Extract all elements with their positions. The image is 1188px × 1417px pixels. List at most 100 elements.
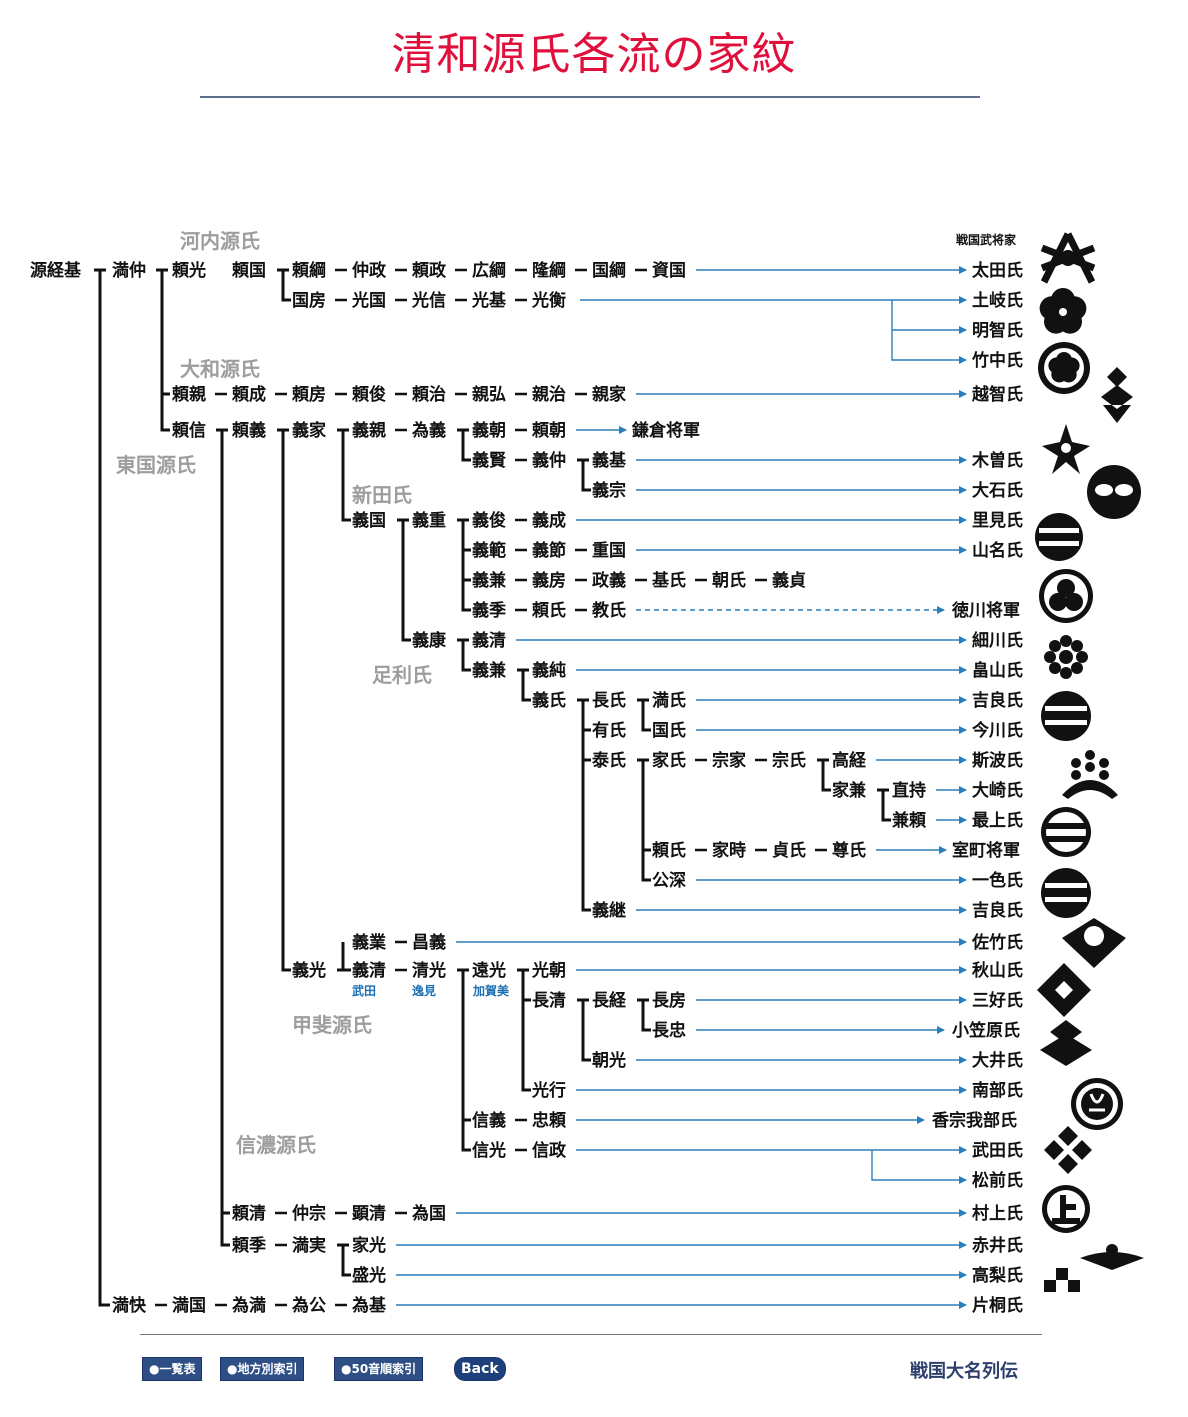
group-label-shinano: 信濃源氏 [236, 1133, 316, 1157]
syllabary-index-button[interactable]: ●50音順索引 [334, 1357, 424, 1381]
person-name: 信義 [472, 1110, 506, 1131]
person-name: 義宗 [592, 480, 626, 501]
person-name: 義成 [532, 510, 566, 531]
target-clan: 大崎氏 [972, 780, 1023, 801]
person-name: 頼清 [232, 1203, 266, 1224]
target-clan: 土岐氏 [972, 290, 1023, 311]
target-clan: 香宗我部氏 [932, 1110, 1017, 1131]
takeda-bishi-crest [1042, 1185, 1090, 1233]
person-name: 尊氏 [832, 840, 866, 861]
person-name: 国綱 [592, 260, 626, 281]
person-name: 頼俊 [352, 384, 386, 405]
region-index-button[interactable]: ●地方別索引 [220, 1357, 305, 1381]
crane-crest [1044, 1126, 1092, 1174]
person-name: 顕清 [352, 1203, 386, 1224]
person-name: 為国 [412, 1203, 446, 1224]
kikyo-crest [1039, 288, 1087, 334]
person-name: 貞氏 [772, 840, 806, 861]
person-name: 忠頼 [532, 1110, 567, 1131]
target-clan: 鎌倉将軍 [631, 420, 700, 441]
person-name: 光朝 [531, 960, 566, 981]
person-name: 頼氏 [652, 840, 686, 861]
person-name: 義氏 [532, 690, 566, 711]
person-name: 頼綱 [292, 260, 326, 281]
person-name: 義業 [352, 932, 386, 953]
target-clan: 松前氏 [972, 1170, 1023, 1191]
person-name: 光信 [411, 290, 446, 311]
person-name: 義清 [352, 960, 386, 981]
person-name: 遠光 [472, 960, 506, 981]
person-name: 満快 [112, 1295, 147, 1316]
person-name: 義基 [592, 450, 627, 471]
person-name: 教氏 [591, 600, 626, 621]
person-name: 義季 [472, 600, 506, 621]
person-name: 朝光 [592, 1050, 626, 1071]
person-name: 広綱 [472, 260, 506, 281]
person-name: 家時 [712, 840, 746, 861]
series-title[interactable]: 戦国大名列伝 [910, 1361, 1018, 1382]
back-button[interactable]: Back [454, 1357, 506, 1381]
person-name: 親治 [532, 384, 566, 405]
hikiryo-crest [1062, 750, 1118, 799]
mitsuba-aoi-crest [1044, 635, 1088, 679]
list-button[interactable]: ●一覧表 [142, 1357, 203, 1381]
page-title: 清和源氏各流の家紋 [391, 29, 797, 80]
bamboo-sparrow-crest [1040, 232, 1096, 284]
target-clan: 村上氏 [972, 1203, 1023, 1224]
person-name: 直持 [892, 780, 926, 801]
target-clan: 明智氏 [972, 320, 1023, 341]
group-label-ashikaga: 足利氏 [372, 663, 432, 687]
person-name: 基氏 [651, 570, 686, 591]
target-clan: 山名氏 [972, 540, 1023, 561]
person-name: 義節 [532, 540, 566, 561]
person-name: 資国 [652, 261, 686, 281]
target-clan: 畠山氏 [972, 660, 1023, 681]
person-name: 満国 [172, 1295, 206, 1316]
person-name: 光衡 [531, 290, 566, 311]
person-name: 義貞 [772, 570, 806, 591]
person-name: 公深 [652, 870, 686, 891]
kuyo-crest [1041, 691, 1091, 741]
person-name: 清光 [412, 960, 446, 981]
person-name: 満仲 [112, 260, 146, 281]
person-name: 政義 [592, 570, 626, 591]
person-name: 家光 [352, 1235, 386, 1256]
omodaka-crest [1042, 424, 1090, 474]
person-name: 義仲 [532, 450, 566, 471]
person-name: 光基 [471, 290, 507, 311]
person-name: 義康 [412, 630, 447, 651]
person-name: 隆綱 [532, 260, 566, 281]
hanabishi-crest [1101, 367, 1133, 423]
person-name: 重国 [592, 540, 626, 561]
hanabishi-crest [1040, 1020, 1092, 1066]
kaibishi-crest [1071, 1078, 1123, 1130]
sub-label-takeda: 武田 [352, 983, 376, 998]
target-clan: 室町将軍 [952, 840, 1020, 861]
target-clan: 細川氏 [972, 630, 1023, 651]
person-name: 義賢 [472, 450, 507, 471]
sub-label-henmi: 逸見 [412, 983, 436, 998]
person-name: 義房 [532, 570, 566, 591]
person-name: 有氏 [592, 720, 626, 741]
person-name: 長房 [652, 990, 686, 1011]
person-name: 為義 [412, 420, 446, 441]
group-label-kawachi: 河内源氏 [180, 229, 260, 253]
person-name: 為満 [232, 1295, 266, 1316]
person-name: 宗氏 [772, 750, 806, 771]
footer-divider [140, 1334, 1042, 1335]
target-clan: 大石氏 [972, 480, 1023, 501]
person-name: 義重 [412, 510, 446, 531]
person-name: 頼房 [292, 384, 326, 405]
nibiki-crest [1041, 868, 1091, 918]
target-clan: 小笠原氏 [952, 1020, 1020, 1041]
circle-crest [1035, 513, 1083, 561]
person-name: 頼政 [412, 260, 447, 281]
person-name: 兼頼 [892, 810, 927, 831]
target-clan: 最上氏 [972, 811, 1023, 831]
group-label-nitta: 新田氏 [352, 483, 412, 507]
person-name: 義純 [532, 660, 566, 681]
person-name: 義光 [292, 960, 326, 981]
daimyo-column-header: 戦国武将家 [956, 232, 1017, 247]
person-name: 高経 [832, 750, 867, 771]
person-name: 光国 [351, 290, 386, 311]
